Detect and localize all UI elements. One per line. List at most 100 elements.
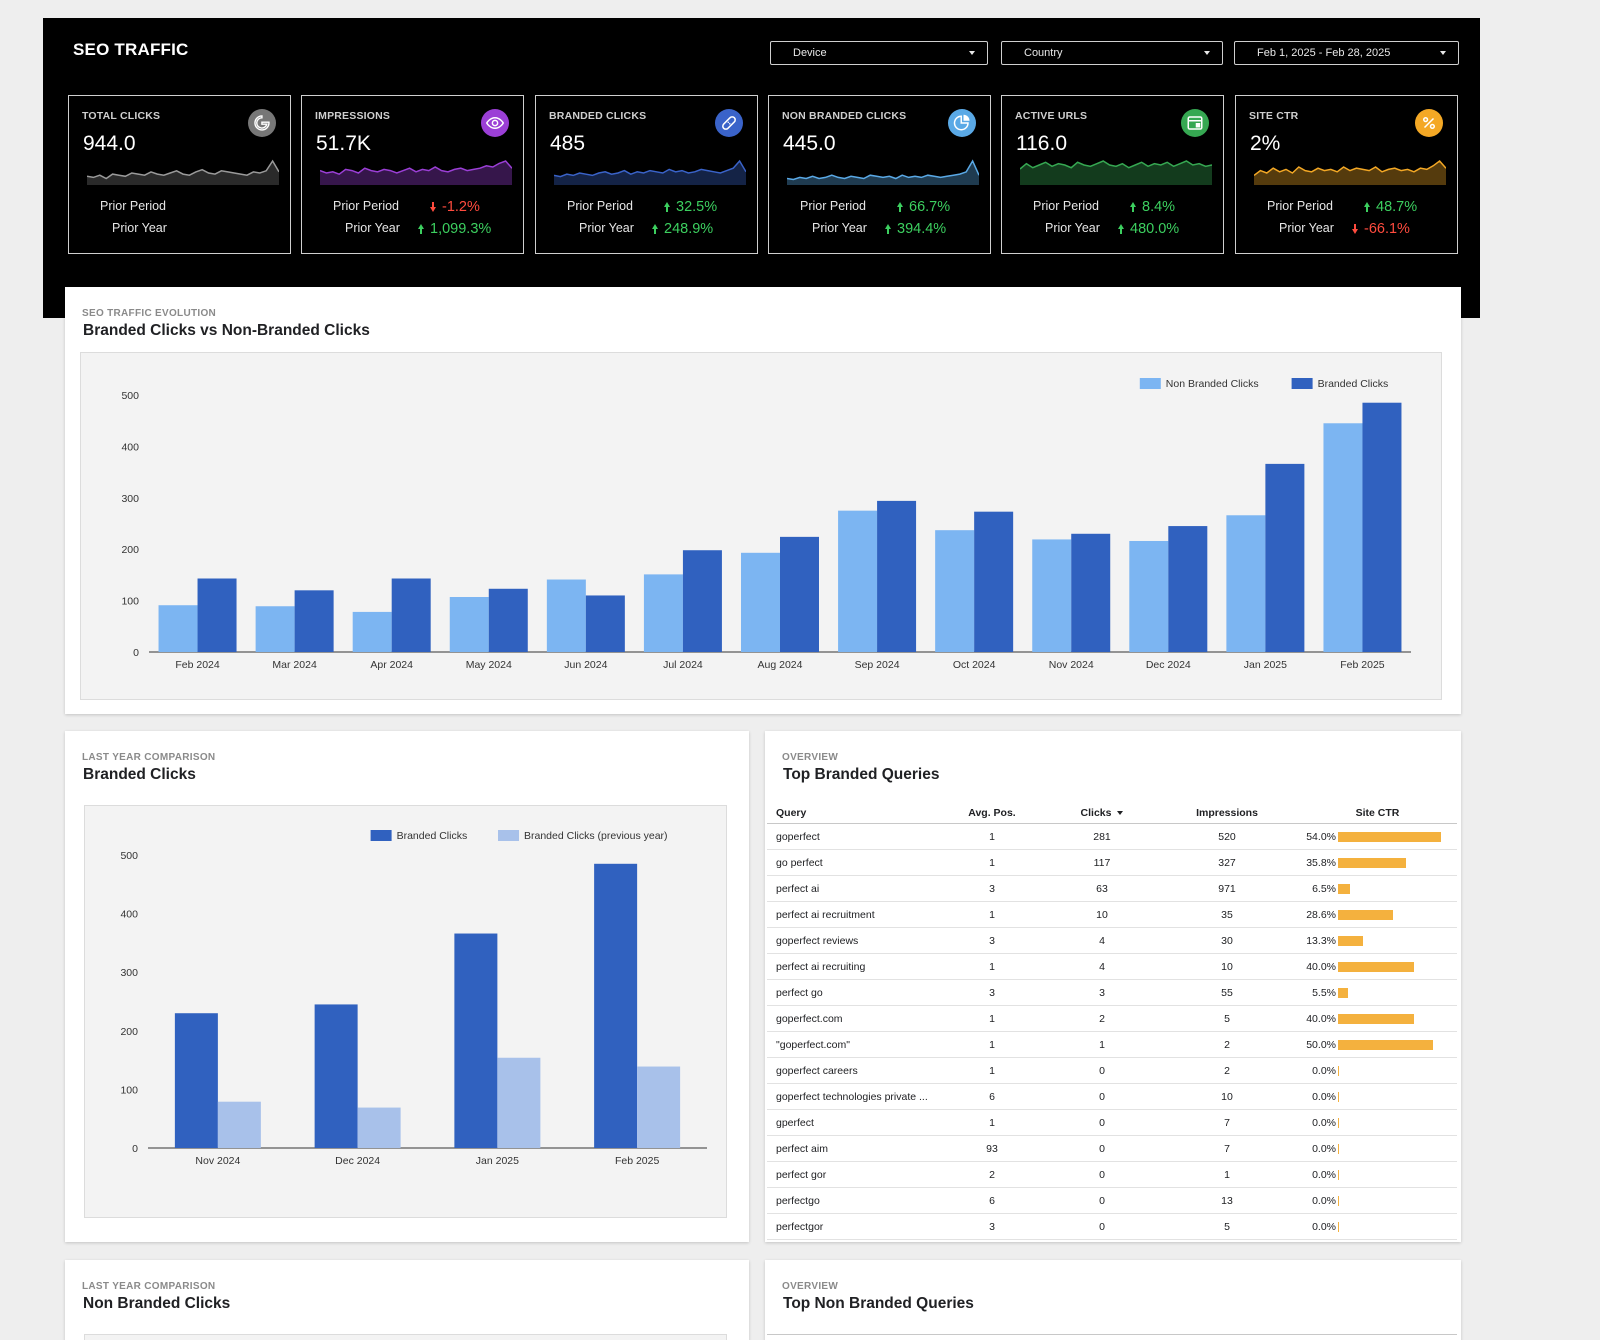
country-filter-label: Country bbox=[1024, 47, 1063, 59]
column-header-site-ctr[interactable]: Site CTR bbox=[1355, 806, 1400, 819]
site-ctr-cell: 40.0% bbox=[1300, 1006, 1455, 1031]
chevron-down-icon bbox=[969, 51, 975, 55]
table-row[interactable]: "goperfect.com" 1 1 2 50.0% bbox=[767, 1032, 1457, 1058]
column-header-query[interactable]: Query bbox=[776, 806, 807, 819]
legend-swatch bbox=[1139, 378, 1161, 389]
bar-branded-clicks-previous-year--nov-2024 bbox=[217, 1101, 261, 1148]
clicks-cell: 3 bbox=[1099, 986, 1105, 999]
branded-clicks-card: LAST YEAR COMPARISON Branded Clicks 0 100… bbox=[65, 731, 749, 1242]
query-cell: perfectgo bbox=[776, 1194, 820, 1207]
sparkline-line bbox=[1020, 160, 1212, 170]
site-ctr-value: 0.0% bbox=[1312, 1194, 1336, 1207]
device-filter[interactable]: Device bbox=[770, 41, 988, 65]
sparkline bbox=[554, 159, 746, 185]
page-title: SEO TRAFFIC bbox=[73, 40, 189, 59]
query-cell: goperfect.com bbox=[776, 1012, 843, 1025]
y-tick-label: 0 bbox=[132, 1143, 138, 1155]
clicks-cell: 0 bbox=[1099, 1116, 1105, 1129]
prior-period-row: Prior Period 66.7% bbox=[769, 199, 990, 217]
kpi-value: 116.0 bbox=[1016, 132, 1067, 155]
kpi-value: 2% bbox=[1250, 132, 1281, 155]
bar-non-branded-clicks-dec-2024 bbox=[1129, 540, 1169, 652]
table-row[interactable]: goperfect reviews 3 4 30 13.3% bbox=[767, 928, 1457, 954]
bar-branded-clicks-nov-2024 bbox=[174, 1013, 218, 1148]
prior-year-change: 394.4% bbox=[897, 221, 947, 237]
bar-branded-clicks-may-2024 bbox=[488, 588, 528, 652]
site-ctr-bar bbox=[1338, 1065, 1339, 1076]
y-tick-label: 500 bbox=[120, 850, 138, 862]
avg-pos-cell: 3 bbox=[989, 1220, 995, 1233]
kpi-value: 485 bbox=[550, 132, 586, 155]
table-row[interactable]: perfect gor 2 0 1 0.0% bbox=[767, 1162, 1457, 1188]
table-row[interactable]: perfect go 3 3 55 5.5% bbox=[767, 980, 1457, 1006]
x-tick-label: Aug 2024 bbox=[758, 659, 803, 671]
table-row[interactable]: perfect ai recruiting 1 4 10 40.0% bbox=[767, 954, 1457, 980]
table-row[interactable]: perfect ai 3 63 971 6.5% bbox=[767, 876, 1457, 902]
column-header-clicks-label: Clicks bbox=[1080, 806, 1112, 819]
site-ctr-cell: 40.0% bbox=[1300, 954, 1455, 979]
impressions-cell: 10 bbox=[1221, 960, 1233, 973]
avg-pos-cell: 1 bbox=[989, 856, 995, 869]
prior-period-value: 48.7% bbox=[1364, 199, 1417, 215]
column-header-clicks[interactable]: Clicks bbox=[1072, 802, 1132, 823]
clicks-cell: 1 bbox=[1099, 1038, 1105, 1051]
table-row[interactable]: goperfect.com 1 2 5 40.0% bbox=[767, 1006, 1457, 1032]
kpi-card-branded-clicks: BRANDED CLICKS 485 Prior Period 32.5% Pr… bbox=[535, 95, 758, 254]
query-cell: perfect ai bbox=[776, 882, 820, 895]
prior-year-label: Prior Year bbox=[812, 221, 867, 235]
avg-pos-cell: 93 bbox=[986, 1142, 998, 1155]
site-ctr-bar bbox=[1338, 1169, 1339, 1180]
clicks-cell: 0 bbox=[1099, 1168, 1105, 1181]
x-tick-label: Feb 2025 bbox=[615, 1155, 660, 1167]
bar-branded-clicks-dec-2024 bbox=[314, 1004, 358, 1148]
y-tick-label: 100 bbox=[120, 1084, 138, 1096]
prior-year-row: Prior Year -66.1% bbox=[1236, 221, 1457, 239]
bar-non-branded-clicks-aug-2024 bbox=[741, 552, 780, 652]
table-row[interactable]: perfectgo 6 0 13 0.0% bbox=[767, 1188, 1457, 1214]
clicks-cell: 0 bbox=[1099, 1142, 1105, 1155]
impressions-cell: 10 bbox=[1221, 1090, 1233, 1103]
card-eyebrow: OVERVIEW bbox=[782, 1281, 839, 1292]
prior-year-change: -66.1% bbox=[1364, 221, 1410, 237]
site-ctr-value: 6.5% bbox=[1312, 882, 1336, 895]
clicks-cell: 2 bbox=[1099, 1012, 1105, 1025]
query-cell: perfect go bbox=[776, 986, 823, 999]
table-row[interactable]: goperfect technologies private ... 6 0 1… bbox=[767, 1084, 1457, 1110]
prior-period-change: 32.5% bbox=[676, 199, 718, 215]
clicks-cell: 281 bbox=[1093, 830, 1111, 843]
top-branded-queries-card: OVERVIEW Top Branded Queries Query Avg. … bbox=[765, 731, 1461, 1242]
table-row[interactable]: gperfect 1 0 7 0.0% bbox=[767, 1110, 1457, 1136]
prior-year-change: 1,099.3% bbox=[430, 221, 492, 237]
prior-year-label: Prior Year bbox=[579, 221, 634, 235]
date-range-filter[interactable]: Feb 1, 2025 - Feb 28, 2025 bbox=[1234, 41, 1459, 65]
date-range-label: Feb 1, 2025 - Feb 28, 2025 bbox=[1257, 47, 1391, 59]
table-row[interactable]: perfectgor 3 0 5 0.0% bbox=[767, 1214, 1457, 1240]
table-row[interactable]: perfect aim 93 0 7 0.0% bbox=[767, 1136, 1457, 1162]
table-row[interactable]: perfect ai recruitment 1 10 35 28.6% bbox=[767, 902, 1457, 928]
prior-year-change: 248.9% bbox=[664, 221, 714, 237]
table-row[interactable]: go perfect 1 117 327 35.8% bbox=[767, 850, 1457, 876]
column-header-impressions[interactable]: Impressions bbox=[1196, 806, 1258, 819]
card-title: Top Branded Queries bbox=[783, 766, 940, 783]
site-ctr-value: 0.0% bbox=[1312, 1142, 1336, 1155]
table-row[interactable]: goperfect careers 1 0 2 0.0% bbox=[767, 1058, 1457, 1084]
arrow-down-icon bbox=[1352, 224, 1358, 234]
bar-branded-clicks-apr-2024 bbox=[391, 578, 431, 652]
branded-clicks-chart: 0 100 200 300 400 500 Nov 2024 Dec 2024 Jan 2025… bbox=[84, 805, 727, 1218]
site-ctr-cell: 0.0% bbox=[1300, 1058, 1455, 1083]
y-tick-label: 200 bbox=[121, 544, 139, 556]
column-header-avg-pos[interactable]: Avg. Pos. bbox=[968, 806, 1016, 819]
prior-period-row: Prior Period 8.4% bbox=[1002, 199, 1223, 217]
non-branded-clicks-chart bbox=[84, 1334, 727, 1340]
sparkline-area bbox=[1254, 161, 1446, 185]
top-branded-queries-table: Query Avg. Pos. Clicks Impressions Site … bbox=[767, 802, 1457, 1240]
bar-non-branded-clicks-feb-2025 bbox=[1323, 423, 1363, 652]
site-ctr-cell: 0.0% bbox=[1300, 1214, 1455, 1239]
impressions-cell: 5 bbox=[1224, 1220, 1230, 1233]
clicks-cell: 10 bbox=[1096, 908, 1108, 921]
table-row[interactable]: goperfect 1 281 520 54.0% bbox=[767, 824, 1457, 850]
clicks-cell: 4 bbox=[1099, 934, 1105, 947]
y-tick-label: 300 bbox=[121, 493, 139, 505]
query-cell: perfect ai recruiting bbox=[776, 960, 866, 973]
country-filter[interactable]: Country bbox=[1001, 41, 1223, 65]
